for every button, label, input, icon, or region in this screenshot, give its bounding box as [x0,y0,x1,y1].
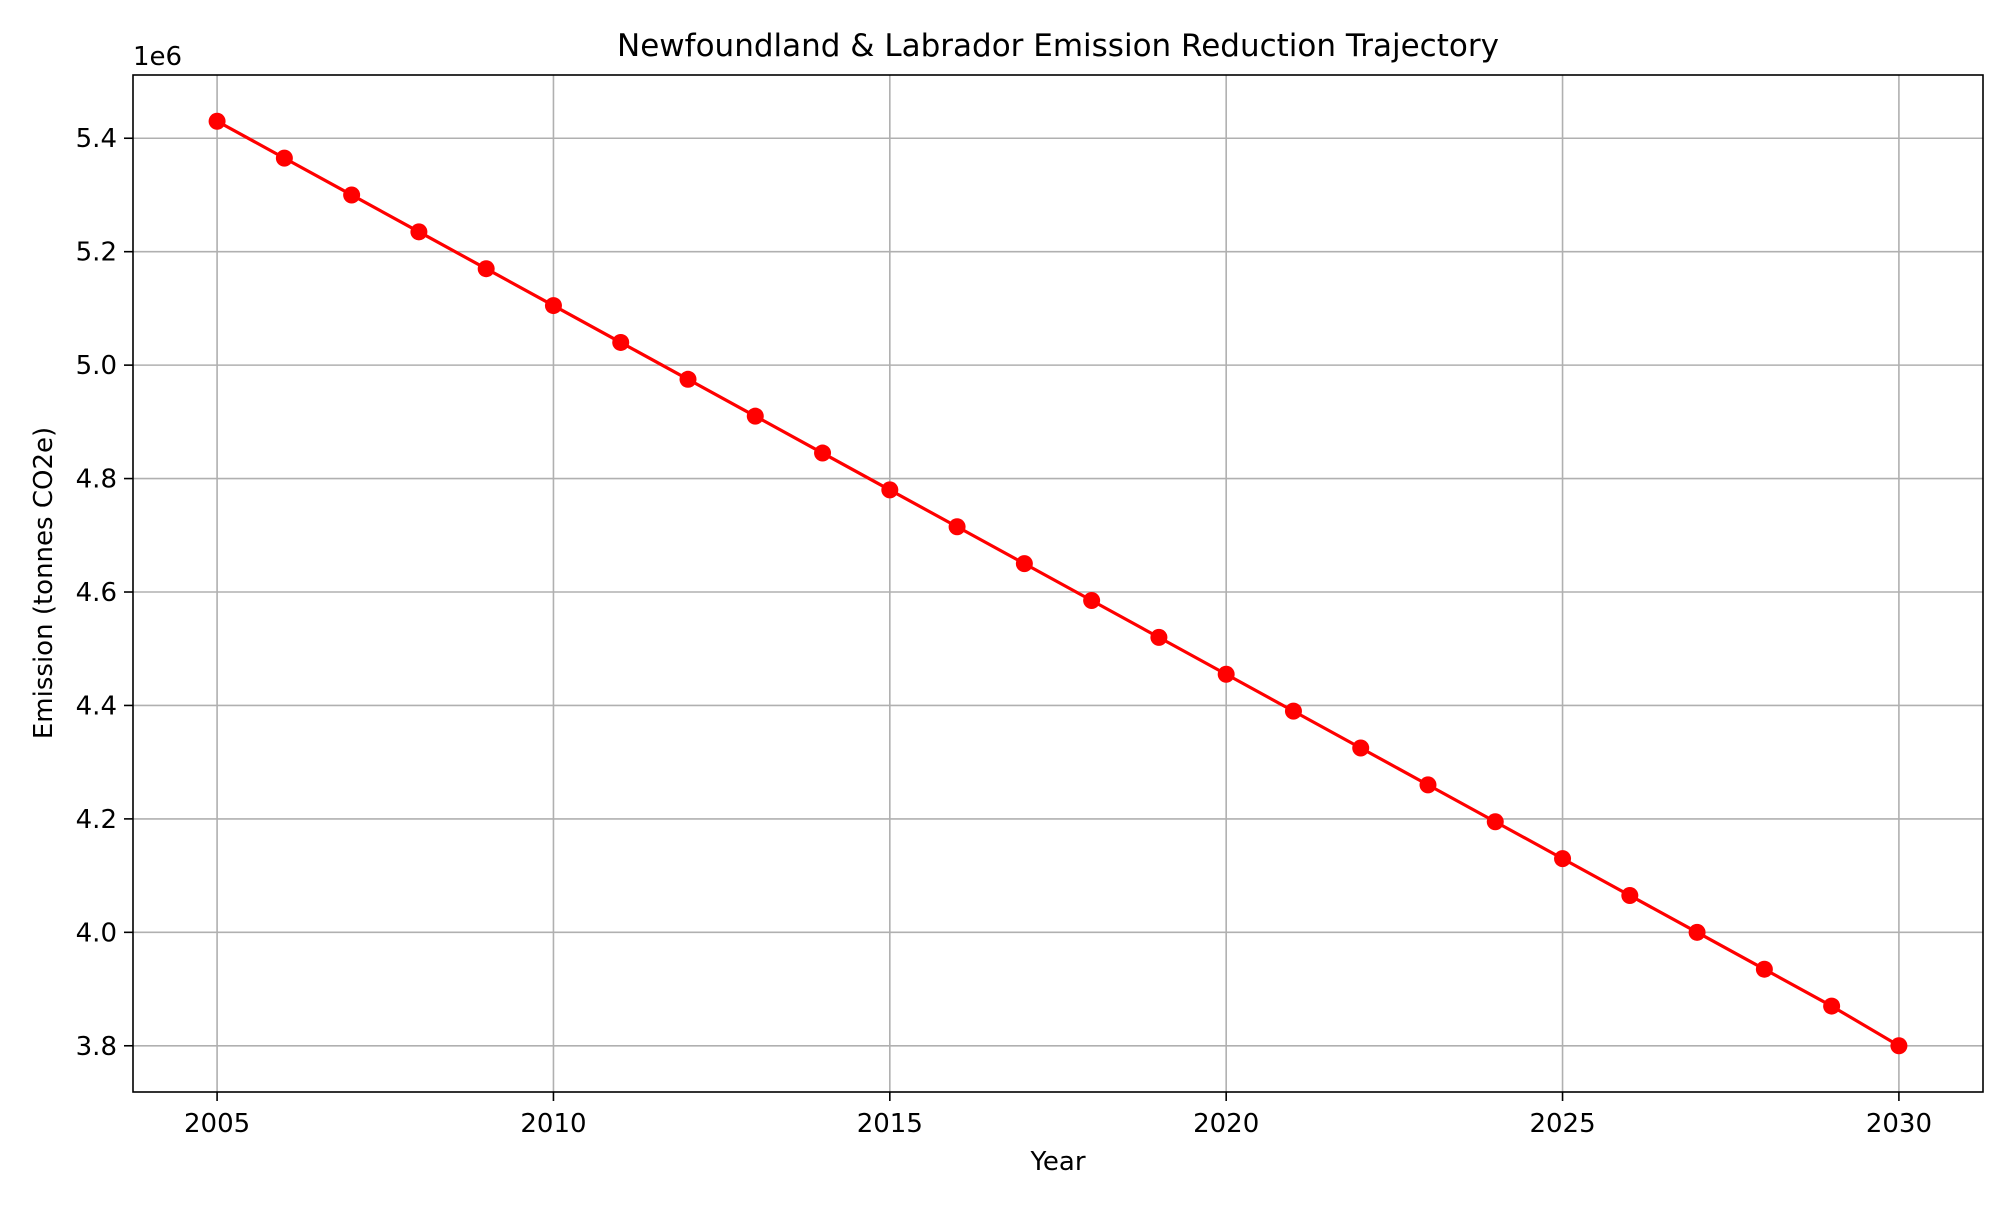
y-tick-label: 5.4 [76,124,117,154]
y-axis-offset-label: 1e6 [133,42,182,72]
data-point [477,260,495,278]
data-point [1486,813,1504,831]
plot-frame [132,74,1984,1093]
y-tick-label: 4.2 [76,805,117,835]
y-tick-label: 4.6 [76,578,117,608]
data-point [1150,628,1168,646]
data-point [1621,886,1639,904]
x-tick-label: 2005 [184,1109,250,1139]
series-layer [208,112,1908,1055]
x-axis-label: Year [1029,1147,1085,1177]
data-point [746,407,764,425]
data-point [1688,923,1706,941]
data-point [1890,1037,1908,1055]
x-tick-label: 2010 [520,1109,586,1139]
data-point [1217,665,1235,683]
data-point [1755,960,1773,978]
data-point [881,481,899,499]
x-tick-label: 2025 [1529,1109,1595,1139]
data-point [275,149,293,167]
data-point [1284,702,1302,720]
data-point [1823,997,1841,1015]
y-tick-label: 5.0 [76,351,117,381]
data-point [612,333,630,351]
data-point [1352,739,1370,757]
data-point [948,518,966,536]
data-point [1554,850,1572,868]
data-point [814,444,832,462]
x-tick-label: 2030 [1866,1109,1932,1139]
axis-ticks: 2005 2010 2015 2020 2025 2030 3.8 4.0 4.2 4.4 4.6 4… [76,124,1932,1139]
data-point [544,297,562,315]
y-tick-label: 4.4 [76,691,117,721]
data-point [343,186,361,204]
y-tick-label: 4.8 [76,465,117,495]
y-tick-label: 4.0 [76,918,117,948]
grid-lines [133,75,1983,1092]
data-point [1419,776,1437,794]
x-tick-label: 2015 [857,1109,923,1139]
data-point [1015,555,1033,573]
chart-title: Newfoundland & Labrador Emission Reducti… [617,28,1499,64]
data-point [679,370,697,388]
y-tick-label: 3.8 [76,1032,117,1062]
data-point [208,112,226,130]
data-point [1083,592,1101,610]
y-tick-label: 5.2 [76,238,117,268]
y-axis-label: Emission (tonnes CO2e) [29,427,59,739]
data-point [410,223,428,241]
series-line [216,119,1900,1048]
x-tick-label: 2020 [1193,1109,1259,1139]
